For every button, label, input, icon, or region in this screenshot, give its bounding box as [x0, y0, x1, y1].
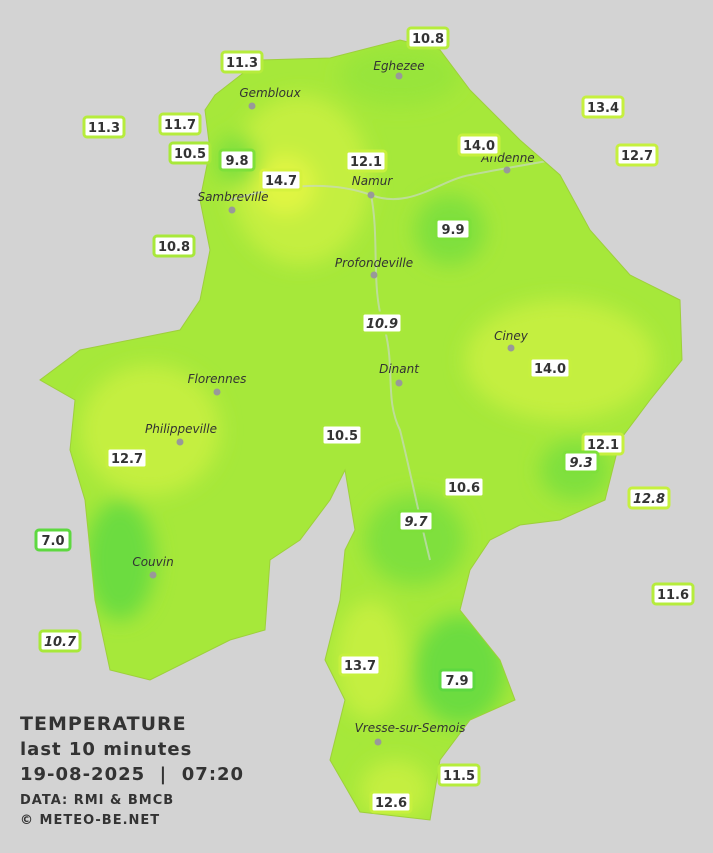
station-value: 10.5: [326, 429, 358, 444]
town-name: Sambreville: [197, 190, 268, 204]
station-box: [397, 509, 435, 533]
station-box: [437, 763, 481, 787]
title: TEMPERATURE: [20, 713, 187, 735]
station-value: 11.5: [443, 769, 475, 784]
station-value: 10.8: [158, 240, 190, 255]
station-box: [562, 450, 600, 474]
station-value: 10.5: [174, 147, 206, 162]
station-value: 12.1: [587, 438, 619, 453]
station-box: [369, 790, 413, 814]
station-box: [168, 141, 212, 165]
station-box: [434, 217, 472, 241]
station-box: [581, 432, 625, 456]
station-box: [438, 668, 476, 692]
station-box: [34, 528, 72, 552]
town-dot: [149, 571, 157, 579]
station-value: 7.9: [445, 674, 468, 689]
station-box: [338, 653, 382, 677]
station-value: 9.9: [441, 223, 464, 238]
station-value: 7.0: [41, 534, 64, 549]
town-name: Dinant: [379, 362, 420, 376]
town-name: Philippeville: [145, 422, 217, 436]
town-name: Profondeville: [335, 256, 413, 270]
town-name: Florennes: [188, 372, 247, 386]
datetime: 19-08-2025 | 07:20: [20, 764, 244, 785]
station-box: [442, 475, 486, 499]
station-box: [158, 112, 202, 136]
station-box: [152, 234, 196, 258]
station-value: 11.7: [164, 118, 196, 133]
station-box: [651, 582, 695, 606]
town-dot: [507, 344, 515, 352]
town-dot: [248, 102, 256, 110]
station-value: 12.6: [375, 796, 407, 811]
station-box: [615, 143, 659, 167]
station-box: [406, 26, 450, 50]
station-value: 9.7: [404, 515, 428, 530]
station-value: 12.1: [350, 155, 382, 170]
station-value: 10.6: [448, 481, 480, 496]
station-box: [344, 149, 388, 173]
station-box: [220, 50, 264, 74]
station-value: 11.3: [88, 121, 120, 136]
station-box: [457, 133, 501, 157]
station-box: [259, 168, 303, 192]
station-value: 13.7: [344, 659, 376, 674]
station-value: 11.6: [657, 588, 689, 603]
station-value: 12.8: [633, 492, 665, 507]
town-dot: [503, 166, 511, 174]
town-name: Gembloux: [239, 86, 301, 100]
town-dot: [213, 388, 221, 396]
station-value: 13.4: [587, 101, 619, 116]
source: DATA: RMI & BMCB: [20, 793, 174, 808]
station-value: 11.3: [226, 56, 258, 71]
station-value: 10.9: [366, 317, 398, 332]
station-box: [320, 423, 364, 447]
copyright: © METEO-BE.NET: [20, 813, 160, 828]
town-dot: [370, 271, 378, 279]
station-value: 12.7: [621, 149, 653, 164]
station-box: [528, 356, 572, 380]
station-value: 14.0: [463, 139, 495, 154]
station-box: [581, 95, 625, 119]
station-value: 10.8: [412, 32, 444, 47]
town-dot: [176, 438, 184, 446]
station-value: 9.8: [225, 154, 248, 169]
station-box: [105, 446, 149, 470]
town-name: Eghezee: [373, 59, 424, 73]
station-value: 9.3: [569, 456, 592, 471]
town-dot: [395, 379, 403, 387]
station-value: 10.7: [44, 635, 77, 650]
station-value: 14.0: [534, 362, 566, 377]
town-dot: [374, 738, 382, 746]
town-name: Vresse-sur-Semois: [355, 721, 466, 735]
station-value: 12.7: [111, 452, 143, 467]
town-dot: [228, 206, 236, 214]
town-name: Ciney: [494, 329, 529, 343]
station-box: [218, 148, 256, 172]
town-name: Namur: [352, 174, 394, 188]
town-dot: [367, 191, 375, 199]
town-dot: [395, 72, 403, 80]
station-box: [360, 311, 404, 335]
town-name: Couvin: [132, 555, 173, 569]
subtitle: last 10 minutes: [20, 739, 192, 760]
station-box: [38, 629, 82, 653]
station-value: 14.7: [265, 174, 297, 189]
station-box: [82, 115, 126, 139]
station-box: [627, 486, 671, 510]
